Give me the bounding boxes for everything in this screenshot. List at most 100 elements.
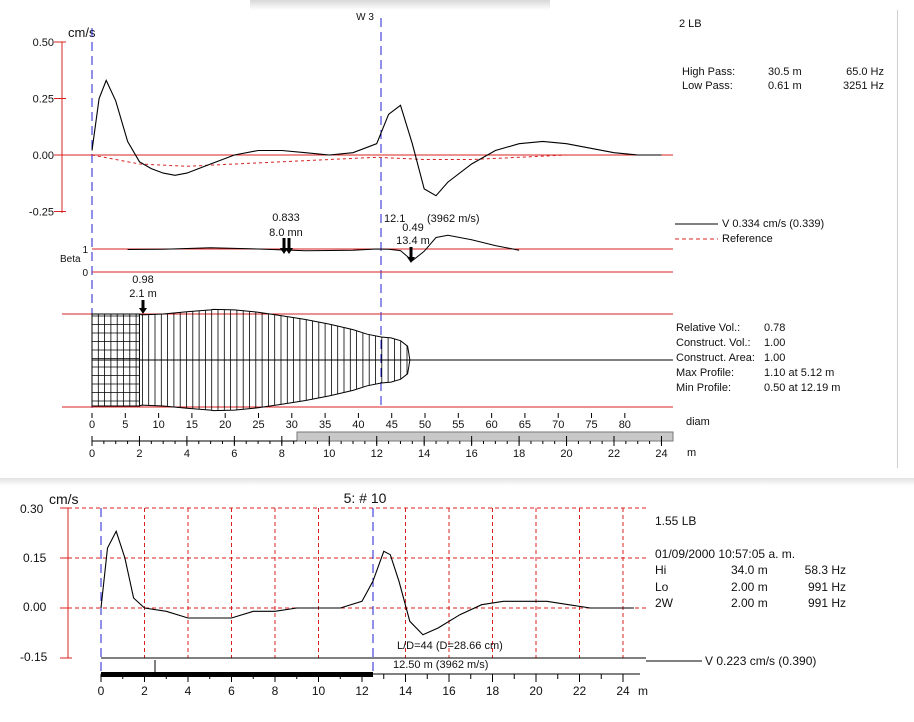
bottom-x-tick-label: 8 — [272, 684, 279, 698]
series-beta — [127, 234, 520, 262]
bottom-datetime: 01/09/2000 10:57:05 a. m. — [655, 547, 796, 561]
annotation-21m: 2.1 m — [129, 288, 157, 300]
bottom-x-tick-label: 20 — [529, 684, 543, 698]
diam-tick-label: 5 — [122, 419, 128, 431]
bottom-x-tick-label: 0 — [98, 684, 105, 698]
annotation-121: 12.1 — [384, 213, 405, 225]
annotation-speed: (3962 m/s) — [427, 213, 480, 225]
diam-tick-label: 65 — [519, 419, 531, 431]
2w-length: 2.00 m — [731, 596, 768, 610]
bottom-y-label-015: 0.15 — [23, 551, 47, 565]
2w-name: 2W — [655, 596, 673, 610]
diam-tick-label: 0 — [89, 419, 95, 431]
bottom-x-tick-label: 10 — [312, 684, 326, 698]
m-tick-label: 14 — [418, 448, 430, 460]
stat-label-min-profile: Min Profile: — [676, 382, 732, 394]
series-velocity — [91, 79, 662, 197]
low-pass-freq: 3251 Hz — [843, 80, 884, 92]
panel-separator — [0, 478, 914, 486]
high-pass-freq: 65.0 Hz — [846, 66, 884, 78]
diam-tick-label: 15 — [186, 419, 198, 431]
m-tick-label: 4 — [184, 448, 190, 460]
series-reference — [91, 154, 662, 167]
stat-value-max-profile: 1.10 at 5.12 m — [764, 367, 835, 379]
bottom-x-tick-label: 16 — [442, 684, 456, 698]
annotation-0833: 0.833 — [272, 212, 300, 224]
bottom-x-tick-label: 14 — [399, 684, 413, 698]
hi-length: 34.0 m — [731, 563, 768, 577]
diam-tick-label: 35 — [319, 419, 331, 431]
bottom-legend-v: V 0.223 cm/s (0.390) — [705, 654, 817, 668]
stat-value-construct-area: 1.00 — [764, 352, 786, 364]
bottom-m-unit: m — [638, 684, 648, 698]
lo-freq: 991 Hz — [807, 580, 846, 594]
high-pass-length: 30.5 m — [768, 66, 802, 78]
bottom-y-label-000: 0.00 — [23, 600, 47, 614]
lo-length: 2.00 m — [731, 580, 768, 594]
series-bottom-velocity — [100, 529, 634, 636]
bottom-x-tick-label: 24 — [616, 684, 630, 698]
diam-tick-label: 30 — [286, 419, 298, 431]
stat-label-rel-vol: Relative Vol.: — [676, 322, 741, 334]
low-pass-name: Low Pass: — [682, 80, 733, 92]
bottom-title: 5: # 10 — [344, 490, 387, 506]
stat-value-construct-vol: 1.00 — [764, 337, 786, 349]
top-scale-bar — [296, 431, 674, 442]
legend-reference-label: Reference — [722, 233, 773, 245]
bottom-y-label-030: 0.30 — [20, 502, 44, 516]
high-pass-name: High Pass: — [682, 66, 736, 78]
m-tick-label: 22 — [608, 448, 620, 460]
annotation-049: 0.49 — [402, 222, 423, 234]
stat-label-construct-area: Construct. Area: — [676, 352, 755, 364]
diam-tick-label: 20 — [219, 419, 231, 431]
annotation-arrow-a-stem — [282, 238, 286, 249]
annotation-arrow-d-head — [139, 308, 147, 314]
bottom-label: 1.55 LB — [655, 514, 697, 528]
ld-label: L/D=44 (D=28.66 cm) — [397, 640, 503, 652]
low-pass-length: 0.61 m — [768, 80, 802, 92]
diam-tick-label: 75 — [585, 419, 597, 431]
m-tick-label: 10 — [323, 448, 335, 460]
m-unit: m — [687, 447, 696, 459]
beta-tick-1: 1 — [82, 245, 88, 256]
top-y-tick-label: 0.25 — [33, 94, 54, 106]
bottom-x-tick-label: 2 — [141, 684, 148, 698]
m-tick-label: 6 — [231, 448, 237, 460]
diam-tick-label: 50 — [419, 419, 431, 431]
annotation-098: 0.98 — [132, 274, 153, 286]
top-label: 2 LB — [679, 18, 702, 30]
right-border — [897, 10, 898, 468]
annotation-arrow-c-head — [407, 257, 415, 263]
annotation-arrow-b-stem — [287, 238, 291, 249]
stat-value-rel-vol: 0.78 — [764, 322, 786, 334]
diam-tick-label: 25 — [252, 419, 264, 431]
profile-outline — [91, 308, 411, 412]
bottom-x-tick-label: 6 — [228, 684, 235, 698]
m-tick-label: 8 — [279, 448, 285, 460]
hi-freq: 58.3 Hz — [804, 563, 846, 577]
diam-tick-label: 55 — [452, 419, 464, 431]
stat-label-max-profile: Max Profile: — [676, 367, 735, 379]
diam-tick-label: 60 — [485, 419, 497, 431]
speed-label: 12.50 m (3962 m/s) — [393, 659, 488, 671]
2w-freq: 991 Hz — [807, 596, 846, 610]
bottom-x-tick-label: 4 — [185, 684, 192, 698]
annotation-134m: 13.4 m — [396, 235, 430, 247]
bottom-y-label-m015: -0.15 — [20, 650, 48, 664]
beta-axis-label: Beta — [60, 254, 81, 265]
beta-tick-0: 0 — [82, 268, 88, 279]
m-tick-label: 18 — [513, 448, 525, 460]
diam-unit: diam — [686, 416, 710, 428]
annotation-8m: 8.0 mn — [269, 227, 303, 239]
top-shadow — [250, 0, 550, 10]
diam-tick-label: 70 — [552, 419, 564, 431]
m-tick-label: 0 — [89, 448, 95, 460]
m-tick-label: 20 — [560, 448, 572, 460]
m-tick-label: 12 — [371, 448, 383, 460]
hi-name: Hi — [655, 563, 667, 577]
diam-tick-label: 10 — [152, 419, 164, 431]
top-title-fragment: W 3 — [356, 12, 374, 23]
top-y-tick-label: 0.50 — [33, 37, 54, 49]
stat-value-min-profile: 0.50 at 12.19 m — [764, 382, 841, 394]
